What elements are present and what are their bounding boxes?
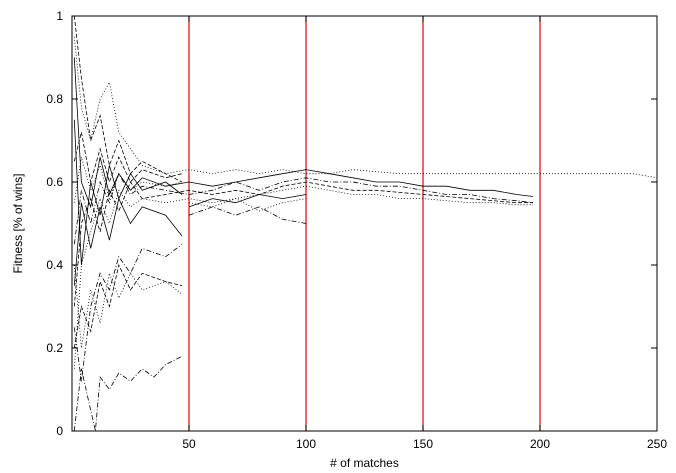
series-line-9 (73, 197, 183, 286)
series-line-12 (73, 264, 183, 349)
y-tick-label: 1 (56, 9, 63, 23)
series-line-3 (73, 172, 534, 245)
y-tick-label: 0.6 (46, 175, 63, 189)
series-line-1 (73, 36, 658, 179)
series-line-14 (73, 15, 183, 183)
series-line-6 (73, 119, 183, 266)
x-axis-label: # of matches (330, 456, 399, 470)
series-line-8 (73, 156, 183, 203)
x-tick-label: 50 (182, 437, 196, 451)
axis-ticks: 50 100 150 200 250 0 0.2 0.4 0.6 0.8 1 (46, 9, 667, 451)
x-tick-label: 200 (530, 437, 550, 451)
y-tick-label: 0.2 (46, 341, 63, 355)
plot-frame (71, 15, 658, 432)
series-line-17 (188, 194, 307, 208)
series-line-7 (73, 132, 183, 184)
x-tick-label: 250 (647, 437, 667, 451)
x-tick-label: 150 (413, 437, 433, 451)
vertical-markers (188, 16, 541, 431)
y-tick-label: 0.8 (46, 92, 63, 106)
series-line-10 (73, 243, 183, 382)
series-line-16 (188, 206, 307, 224)
series-line-4 (73, 181, 533, 307)
y-tick-label: 0 (56, 424, 63, 438)
series-group (73, 15, 658, 432)
y-axis-label: Fitness [% of wins] (11, 173, 25, 273)
series-line-13 (73, 355, 183, 432)
series-line-5 (73, 185, 533, 369)
series-line-2 (73, 57, 534, 209)
y-tick-label: 0.4 (46, 258, 63, 272)
x-tick-label: 100 (296, 437, 316, 451)
series-line-11 (73, 263, 183, 349)
